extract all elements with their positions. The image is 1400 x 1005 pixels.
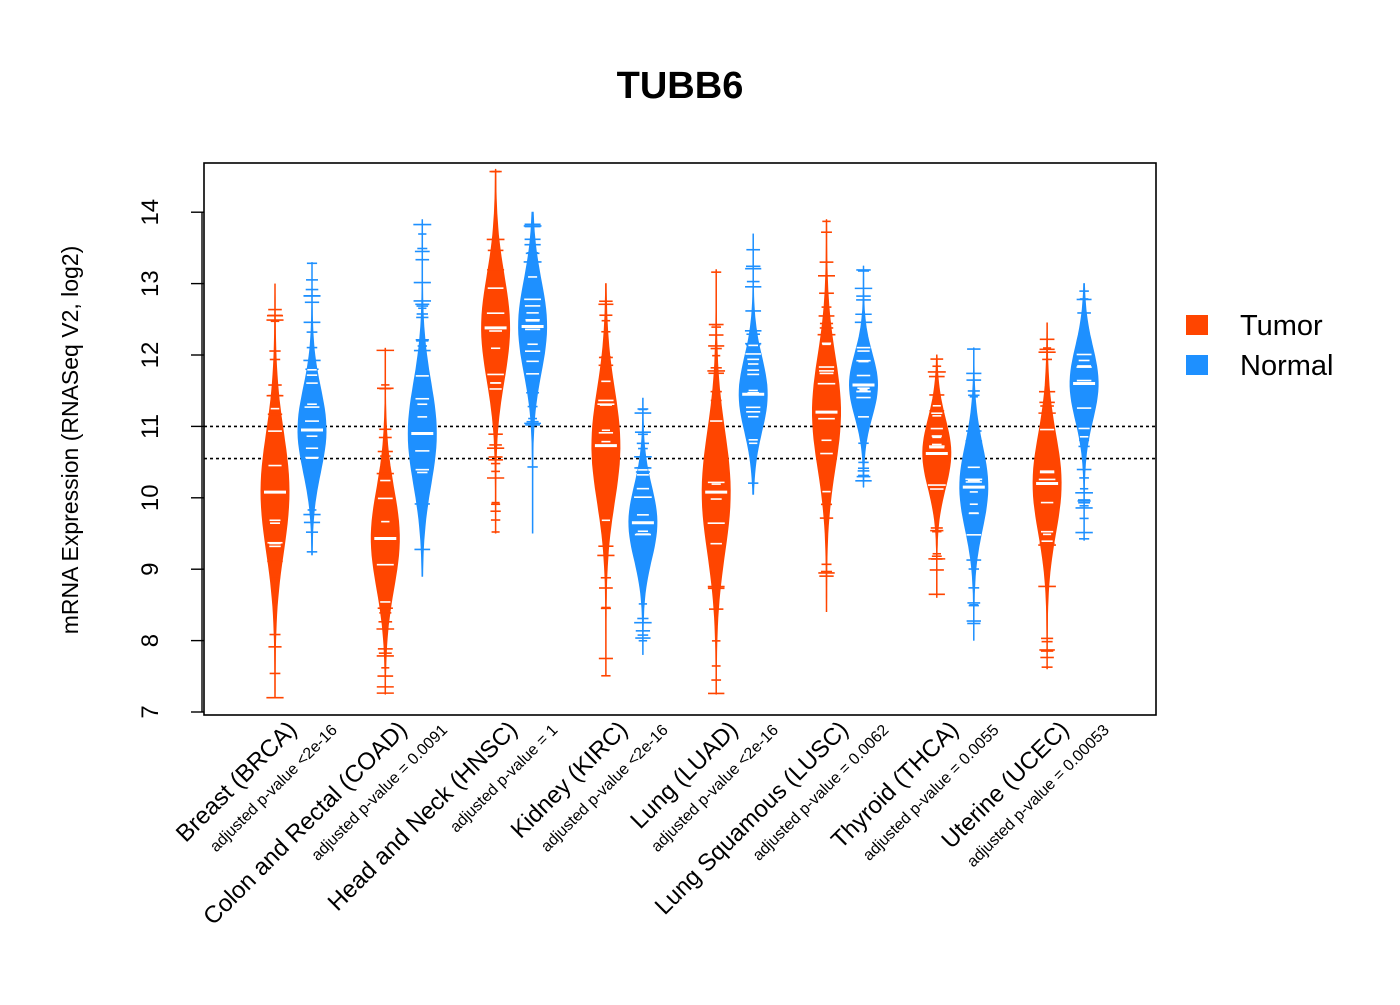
y-tick-label: 14	[137, 199, 164, 226]
tumor-violin	[370, 347, 400, 695]
chart-title: TUBB6	[617, 65, 744, 107]
tumor-violin	[260, 283, 290, 699]
violin-body	[1032, 322, 1062, 670]
violin-body	[481, 168, 511, 534]
normal-violin	[628, 397, 658, 655]
normal-violin	[738, 233, 768, 495]
violin-body	[407, 219, 437, 577]
violin-body	[591, 283, 621, 677]
y-tick-label: 9	[137, 563, 164, 576]
y-tick-label: 13	[137, 270, 164, 297]
tumor-violin	[812, 219, 841, 613]
violin-body	[922, 354, 952, 598]
y-tick-label: 11	[137, 414, 164, 439]
legend-label: Normal	[1240, 350, 1333, 382]
legend-swatch	[1186, 355, 1208, 375]
violin-body	[628, 397, 658, 655]
normal-violin	[848, 265, 879, 488]
normal-violin	[959, 347, 989, 641]
violin-body	[518, 211, 548, 534]
tumor-violin	[701, 269, 731, 695]
normal-violin	[297, 262, 327, 556]
y-tick-label: 7	[137, 705, 164, 718]
y-tick-label: 12	[137, 342, 164, 369]
normal-violin	[1069, 283, 1099, 541]
legend-label: Tumor	[1240, 310, 1323, 342]
tumor-violin	[481, 168, 511, 534]
violin-body	[848, 265, 879, 488]
violin-body	[297, 262, 327, 556]
tumor-violin	[1032, 322, 1062, 670]
legend-swatch	[1186, 315, 1208, 335]
normal-violin	[407, 219, 437, 577]
violin-body	[812, 219, 841, 612]
y-tick-label: 8	[137, 634, 164, 647]
tumor-violin	[591, 283, 621, 677]
y-axis-label: mRNA Expression (RNASeq V2, log2)	[57, 246, 83, 635]
plot-frame	[203, 162, 1157, 716]
violin-body	[959, 347, 989, 641]
violin-body	[1069, 283, 1099, 541]
tumor-violin	[922, 354, 952, 598]
y-tick-label: 10	[137, 484, 164, 511]
normal-violin	[518, 211, 548, 534]
